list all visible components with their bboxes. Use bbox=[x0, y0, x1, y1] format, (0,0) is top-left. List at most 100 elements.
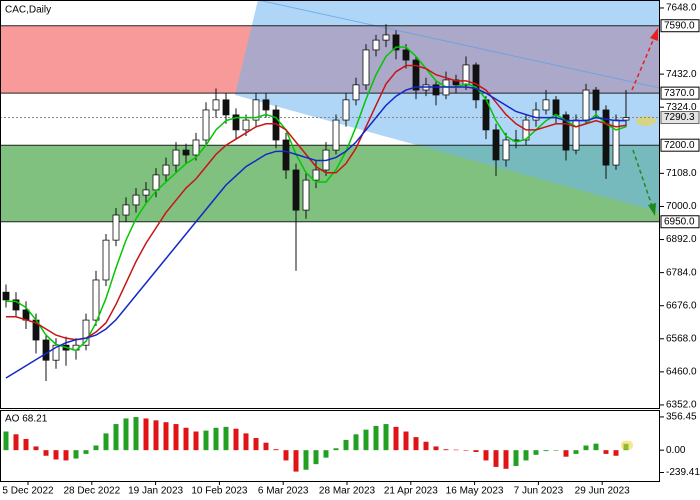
candle-body bbox=[382, 34, 390, 41]
oscillator-bar bbox=[363, 429, 369, 451]
candle-body bbox=[252, 99, 260, 121]
candle-body bbox=[122, 204, 130, 216]
indicator-line bbox=[6, 46, 627, 352]
oscillator-bar bbox=[263, 442, 269, 451]
y-tick-label: 6352.0 bbox=[666, 400, 697, 411]
candle-body bbox=[552, 99, 560, 116]
oscillator-bar bbox=[133, 417, 139, 451]
up-arrow-head bbox=[650, 28, 658, 41]
oscillator-bar bbox=[83, 450, 89, 454]
indicator-line bbox=[6, 64, 627, 341]
price-label-box bbox=[660, 111, 700, 125]
oscillator-tick-label: 0.00 bbox=[666, 445, 686, 456]
oscillator-bar bbox=[493, 450, 499, 467]
oscillator-bar bbox=[563, 450, 569, 457]
candle-body bbox=[312, 169, 320, 181]
oscillator-bar bbox=[473, 450, 479, 453]
oscillator-bar bbox=[523, 450, 529, 461]
level-label-box bbox=[660, 215, 700, 229]
candle-body bbox=[192, 139, 200, 156]
oscillator-bar bbox=[163, 422, 169, 451]
candle-body bbox=[232, 114, 240, 131]
oscillator-bar bbox=[153, 420, 159, 451]
candle-body bbox=[332, 119, 340, 151]
y-tick-label: 7648.0 bbox=[666, 3, 697, 14]
oscillator-bar bbox=[543, 450, 549, 452]
oscillator-bar bbox=[433, 446, 439, 451]
oscillator-bar bbox=[383, 424, 389, 451]
price-label: 7290.3 bbox=[664, 112, 695, 123]
oscillator-bar bbox=[93, 445, 99, 451]
candle-body bbox=[242, 119, 250, 131]
oscillator-bar bbox=[3, 431, 9, 451]
candle-body bbox=[542, 99, 550, 111]
oscillator-bar bbox=[73, 450, 79, 459]
oscillator-bar bbox=[223, 426, 229, 451]
candle-body bbox=[82, 319, 90, 346]
oscillator-bar bbox=[573, 450, 579, 454]
candle-body bbox=[162, 164, 170, 176]
candle-body bbox=[182, 149, 190, 156]
x-tick-label: 16 May 2023 bbox=[446, 486, 504, 497]
x-tick-label: 6 Mar 2023 bbox=[258, 486, 309, 497]
oscillator-bar bbox=[123, 418, 129, 451]
oscillator-bar bbox=[183, 427, 189, 451]
oscillator-bar bbox=[503, 450, 509, 469]
y-tick-label: 7000.0 bbox=[666, 201, 697, 212]
marks bbox=[0, 24, 660, 472]
y-tick-label: 6676.0 bbox=[666, 300, 697, 311]
candle-body bbox=[352, 84, 360, 101]
oscillator-bar bbox=[333, 448, 339, 451]
oscillator-bar bbox=[533, 450, 539, 455]
candle-body bbox=[302, 179, 310, 211]
oscillator-bar bbox=[53, 450, 59, 460]
chart-title: CAC,Daily bbox=[5, 5, 51, 16]
oscillator-bar bbox=[463, 450, 469, 451]
oscillator-label: AO 68.21 bbox=[5, 414, 48, 425]
candle-body bbox=[402, 49, 410, 61]
oscillator-bar bbox=[553, 450, 559, 451]
candle-body bbox=[342, 99, 350, 121]
oscillator-bar bbox=[443, 449, 449, 451]
candle-body bbox=[92, 279, 100, 321]
candle-body bbox=[12, 299, 20, 311]
down-arrow-line bbox=[632, 149, 653, 207]
indicator-line bbox=[5, 86, 626, 379]
x-tick-label: 5 Dec 2022 bbox=[2, 486, 54, 497]
oscillator-bar bbox=[23, 438, 29, 451]
level-label: 7200.0 bbox=[664, 140, 695, 151]
level-label-box bbox=[660, 138, 700, 152]
price-panel-frame bbox=[0, 0, 660, 409]
oscillator-bar bbox=[303, 450, 309, 470]
annotations bbox=[235, 0, 661, 216]
candle-body bbox=[462, 64, 470, 86]
candle-body bbox=[392, 34, 400, 51]
level-label: 7370.0 bbox=[664, 88, 695, 99]
oscillator-bar bbox=[233, 428, 239, 451]
candle-body bbox=[2, 291, 10, 301]
candle-body bbox=[142, 189, 150, 196]
oscillator-bar bbox=[613, 450, 619, 456]
candle-body bbox=[582, 89, 590, 121]
y-tick-label: 6568.0 bbox=[666, 333, 697, 344]
oscillator-bar bbox=[453, 449, 459, 451]
down-arrow-head bbox=[648, 203, 656, 216]
y-tick-label: 6784.0 bbox=[666, 267, 697, 278]
oscillator-tick-label: -239.41 bbox=[666, 467, 700, 478]
oscillator-bar bbox=[253, 438, 259, 451]
x-tick-label: 28 Mar 2023 bbox=[319, 486, 376, 497]
oscillator-bar bbox=[373, 425, 379, 451]
candle-body bbox=[622, 117, 630, 121]
candle-body bbox=[262, 99, 270, 111]
oscillator-bar bbox=[323, 450, 329, 458]
oscillator-bar bbox=[33, 446, 39, 451]
candle-body bbox=[112, 214, 120, 241]
candle-body bbox=[562, 114, 570, 151]
oscillator-bar bbox=[353, 434, 359, 451]
candle-body bbox=[572, 119, 580, 151]
candle-body bbox=[452, 79, 460, 86]
x-tick-label: 21 Apr 2023 bbox=[384, 486, 438, 497]
candle-body bbox=[42, 339, 50, 361]
